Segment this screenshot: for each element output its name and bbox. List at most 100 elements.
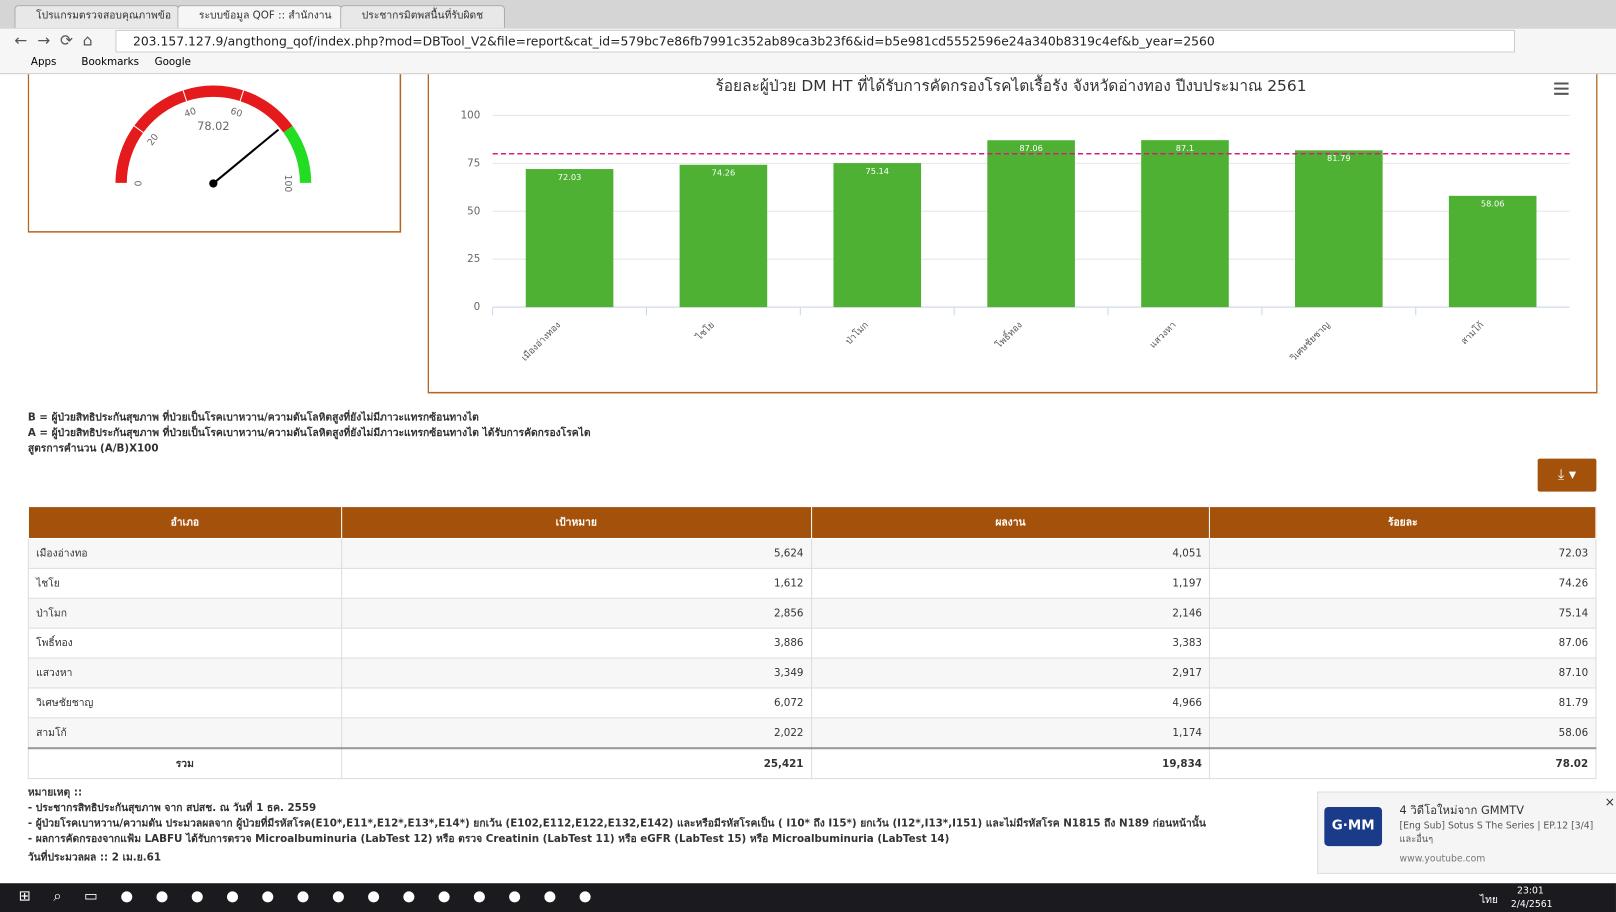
table-cell: 1,612 bbox=[341, 568, 811, 598]
gauge-tick-label: 100 bbox=[282, 175, 293, 193]
url[interactable]: 203.157.127.9/angthong_qof/index.php?mod… bbox=[115, 30, 1515, 53]
table-cell: 3,349 bbox=[341, 658, 811, 688]
column-header[interactable]: เป้าหมาย bbox=[341, 507, 811, 539]
notification-site: www.youtube.com bbox=[1400, 854, 1486, 864]
y-tick-label: 50 bbox=[467, 205, 480, 217]
taskbar-icons[interactable]: ⊞⌕▭●●●●●●●●●●●●●● bbox=[19, 888, 615, 904]
table-cell: 4,051 bbox=[811, 538, 1209, 568]
note: A = ผู้ป่วยสิทธิประกันสุขภาพ ที่ป่วยเป็น… bbox=[28, 426, 591, 441]
notification[interactable]: G·MM 4 วิดีโอใหม่จาก GMMTV [Eng Sub] Sot… bbox=[1317, 792, 1616, 874]
note: สูตรการคำนวน (A/B)X100 bbox=[28, 441, 159, 456]
table-cell: 87.06 bbox=[1210, 628, 1596, 658]
column-header[interactable]: อำเภอ bbox=[28, 507, 341, 539]
column-header[interactable]: ผลงาน bbox=[811, 507, 1209, 539]
bar bbox=[987, 140, 1075, 307]
bar-chart: ร้อยละผู้ป่วย DM HT ที่ได้รับการคัดกรองโ… bbox=[428, 74, 1598, 393]
close[interactable]: × bbox=[1605, 795, 1615, 809]
table-cell: 1,197 bbox=[811, 568, 1209, 598]
bookmark[interactable]: Google bbox=[155, 57, 191, 68]
total-cell: 78.02 bbox=[1210, 748, 1596, 778]
table-cell: 87.10 bbox=[1210, 658, 1596, 688]
table-cell: 74.26 bbox=[1210, 568, 1596, 598]
y-tick-label: 25 bbox=[467, 253, 480, 265]
table-cell: 2,856 bbox=[341, 598, 811, 628]
bar bbox=[526, 169, 614, 307]
chart-title: ร้อยละผู้ป่วย DM HT ที่ได้รับการคัดกรองโ… bbox=[716, 74, 1307, 96]
download-button[interactable]: ⤓ ▾ bbox=[1538, 459, 1597, 492]
bar bbox=[1141, 140, 1229, 307]
bar bbox=[680, 165, 768, 307]
table-cell: 2,022 bbox=[341, 718, 811, 748]
total-cell: 19,834 bbox=[811, 748, 1209, 778]
bar bbox=[1449, 196, 1537, 307]
y-tick-label: 0 bbox=[474, 301, 481, 313]
column-header[interactable]: ร้อยละ bbox=[1210, 507, 1596, 539]
bar bbox=[833, 163, 921, 307]
data-label: 58.06 bbox=[1481, 199, 1505, 209]
footnote: หมายเหตุ :: bbox=[28, 785, 82, 800]
clock-time: 23:01 bbox=[1517, 886, 1544, 896]
note: B = ผู้ป่วยสิทธิประกันสุขภาพ ที่ป่วยเป็น… bbox=[28, 410, 479, 425]
table-cell: แสวงหา bbox=[28, 658, 341, 688]
tab[interactable]: ประชากรมิตพสนื้นที่รับผิดช bbox=[340, 5, 505, 28]
bookmark[interactable]: Apps bbox=[31, 57, 57, 68]
data-label: 75.14 bbox=[865, 166, 889, 176]
data-label: 87.1 bbox=[1176, 143, 1194, 153]
footnote: - ประชากรสิทธิประกันสุขภาพ จาก สปสช. ณ ว… bbox=[28, 801, 316, 816]
table-cell: 2,917 bbox=[811, 658, 1209, 688]
footnote: วันที่ประมวลผล :: 2 เม.ย.61 bbox=[28, 850, 161, 865]
bookmark[interactable]: Bookmarks bbox=[81, 57, 139, 68]
y-tick-label: 75 bbox=[467, 157, 480, 169]
nav-buttons[interactable]: ← → ⟳ ⌂ bbox=[14, 31, 92, 50]
gauge-pivot bbox=[209, 179, 217, 187]
data-label: 87.06 bbox=[1019, 143, 1043, 153]
table-cell: 75.14 bbox=[1210, 598, 1596, 628]
footnote: - ผลการคัดกรองจากแฟ้ม LABFU ได้รับการตรว… bbox=[28, 832, 949, 847]
table-cell: ป่าโมก bbox=[28, 598, 341, 628]
page: โปรแกรมตรวจสอบคุณภาพข้อ ระบบข้อมูล QOF :… bbox=[0, 0, 1616, 912]
table-cell: 4,966 bbox=[811, 688, 1209, 718]
table-cell: สามโก้ bbox=[28, 718, 341, 748]
total-cell: 25,421 bbox=[341, 748, 811, 778]
language[interactable]: ไทย bbox=[1480, 892, 1498, 907]
header-row: อำเภอเป้าหมายผลงานร้อยละ bbox=[28, 507, 1596, 539]
table-cell: 72.03 bbox=[1210, 538, 1596, 568]
y-tick-label: 100 bbox=[461, 109, 481, 121]
table-row: แสวงหา3,3492,91787.10 bbox=[28, 658, 1596, 688]
bar bbox=[1295, 150, 1383, 307]
gauge-tick-label: 0 bbox=[134, 180, 145, 186]
tab[interactable]: โปรแกรมตรวจสอบคุณภาพข้อ bbox=[14, 5, 179, 28]
clock-date: 2/4/2561 bbox=[1511, 900, 1553, 910]
tab[interactable]: ระบบข้อมูล QOF :: สำนักงาน bbox=[177, 5, 342, 28]
table-cell: 58.06 bbox=[1210, 718, 1596, 748]
gauge-value-label: 78.02 bbox=[197, 119, 229, 133]
notification-icon: G·MM bbox=[1324, 807, 1382, 846]
table-cell: โพธิ์ทอง bbox=[28, 628, 341, 658]
table-cell: 5,624 bbox=[341, 538, 811, 568]
notification-text: [Eng Sub] Sotus S The Series | EP.12 [3/… bbox=[1400, 821, 1601, 846]
table-cell: ไชโย bbox=[28, 568, 341, 598]
table-cell: วิเศษชัยชาญ bbox=[28, 688, 341, 718]
notification-title: 4 วิดีโอใหม่จาก GMMTV bbox=[1400, 801, 1524, 820]
gauge-frame bbox=[28, 74, 400, 232]
footnote: - ผู้ป่วยโรคเบาหวาน/ความดัน ประมวลผลจาก … bbox=[28, 816, 1206, 831]
data-label: 74.26 bbox=[712, 168, 736, 178]
table-cell: 2,146 bbox=[811, 598, 1209, 628]
data-label: 81.79 bbox=[1327, 153, 1351, 163]
table-cell: 3,886 bbox=[341, 628, 811, 658]
total-cell: รวม bbox=[28, 748, 341, 778]
table-cell: 3,383 bbox=[811, 628, 1209, 658]
table-cell: เมืองอ่างทอ bbox=[28, 538, 341, 568]
table-cell: 1,174 bbox=[811, 718, 1209, 748]
screen: โปรแกรมตรวจสอบคุณภาพข้อ ระบบข้อมูล QOF :… bbox=[0, 0, 1616, 912]
data-label: 72.03 bbox=[558, 172, 582, 182]
